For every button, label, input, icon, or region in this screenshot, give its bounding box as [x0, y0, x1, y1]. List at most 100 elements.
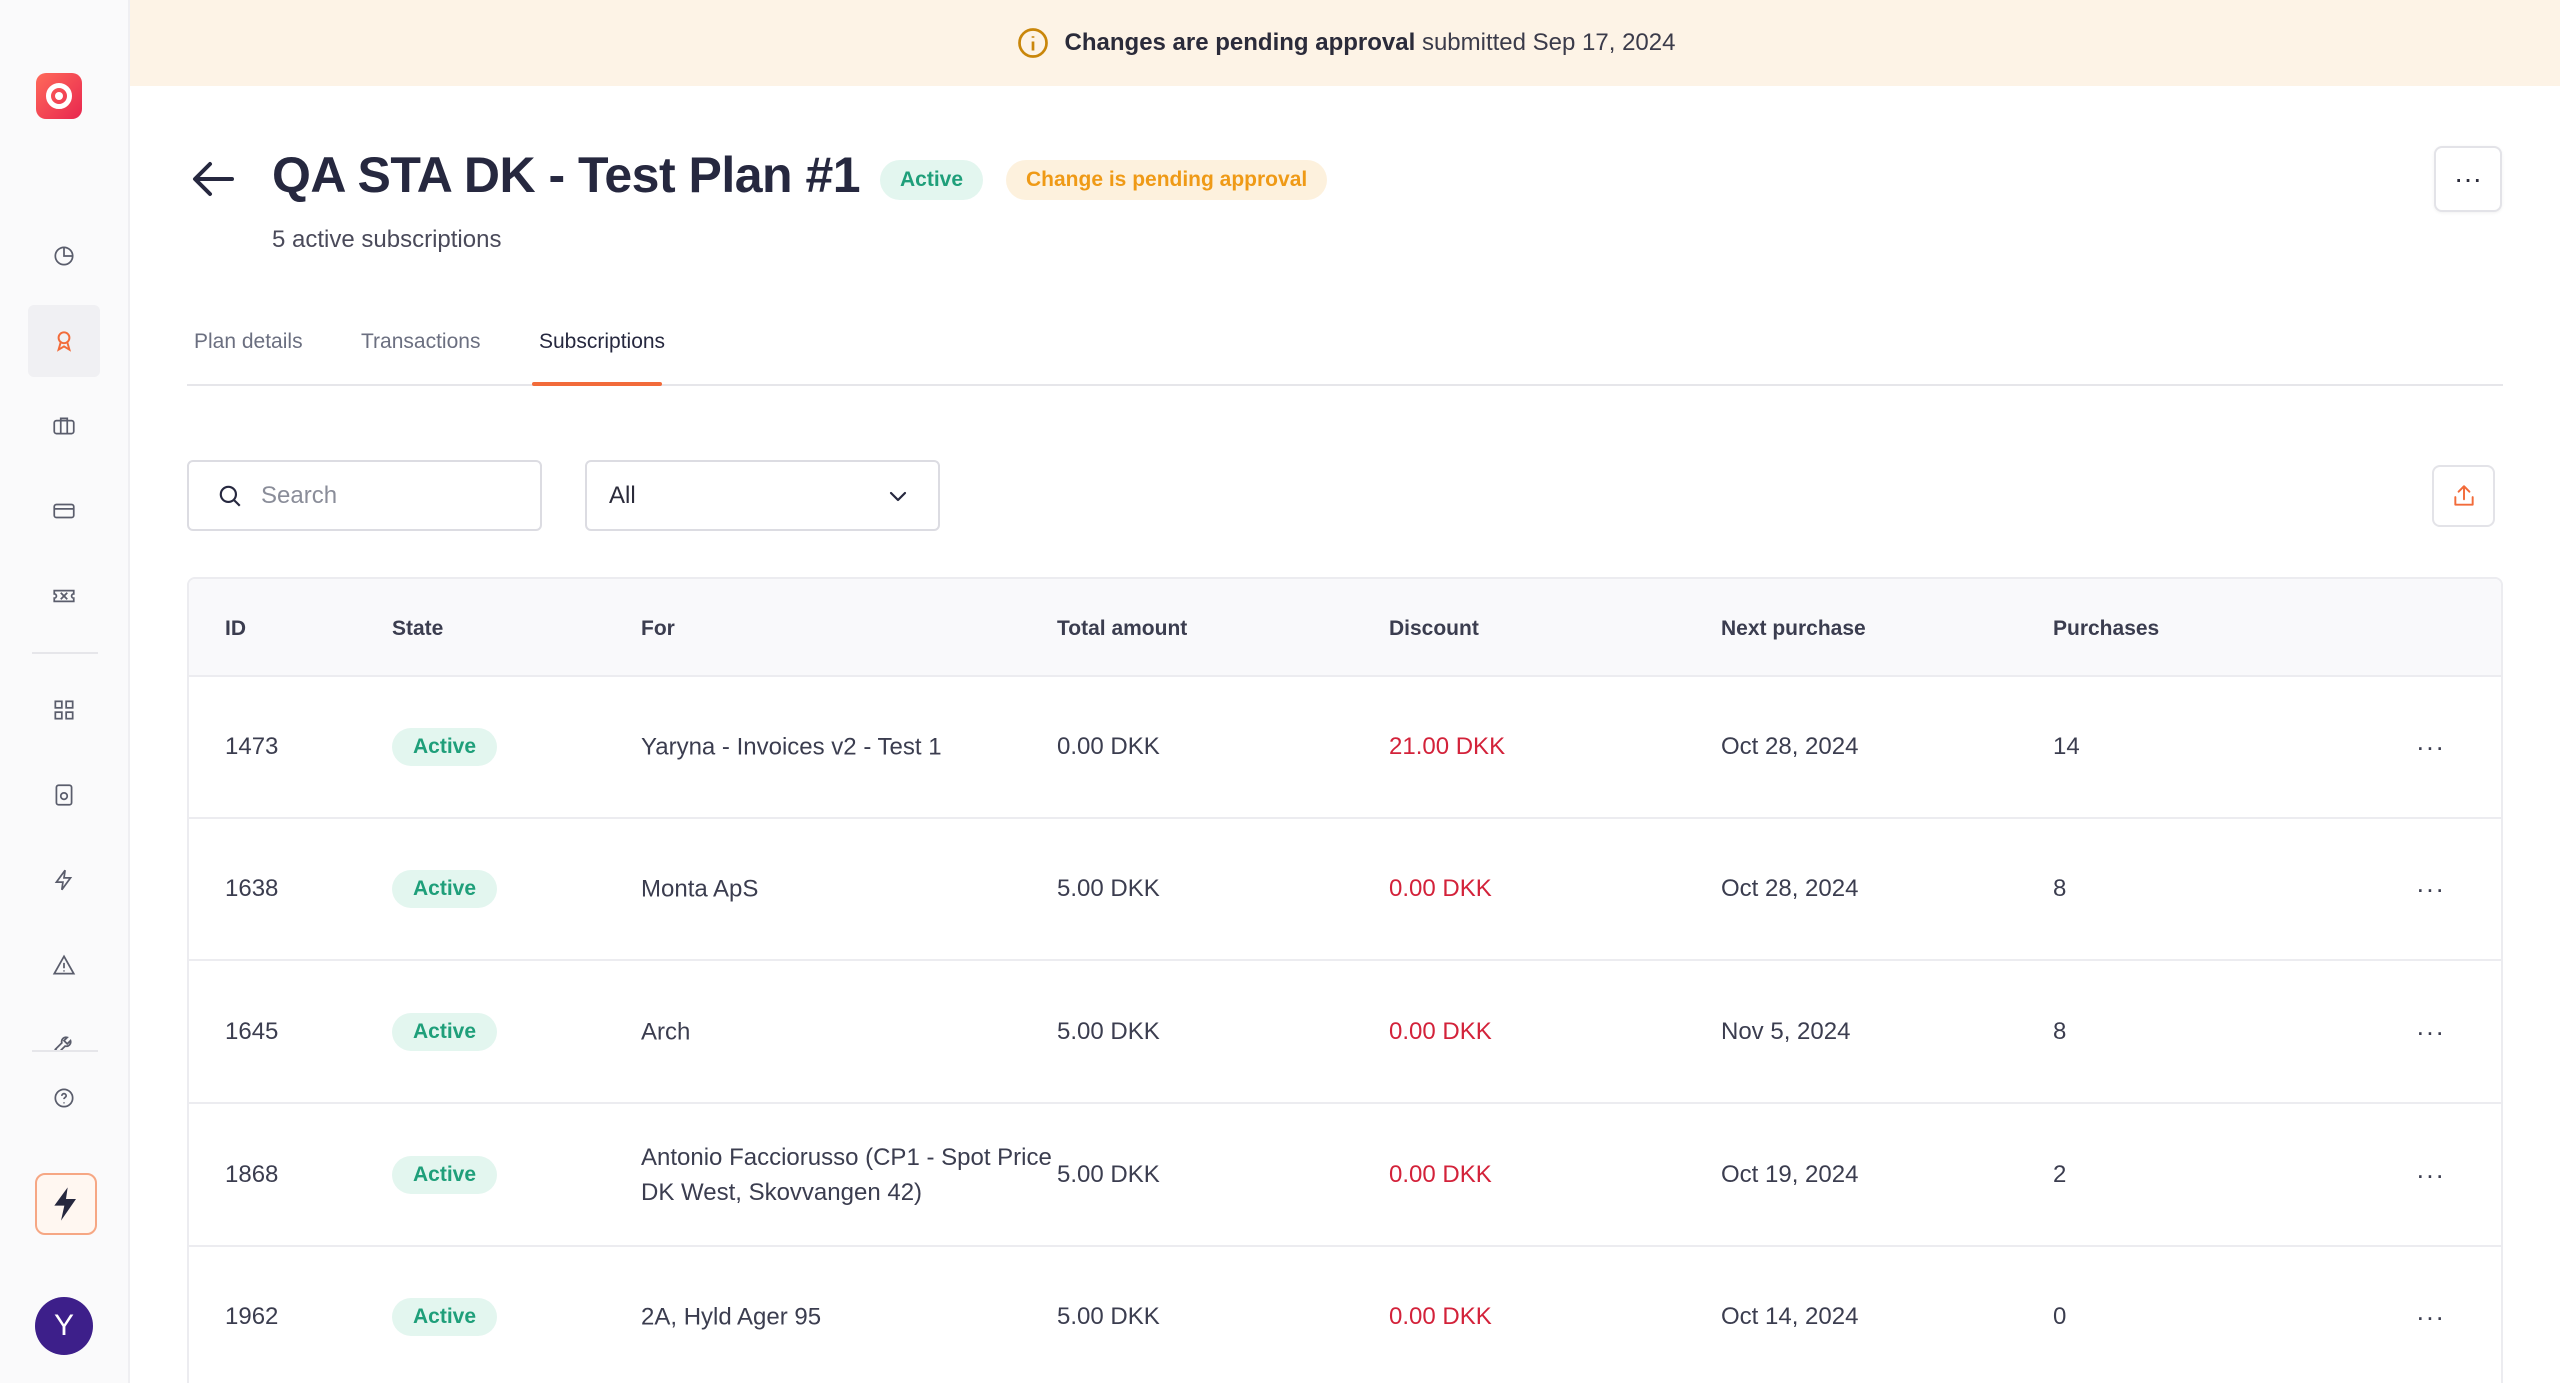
export-button[interactable]: [2432, 465, 2495, 527]
grid-icon[interactable]: [28, 674, 100, 746]
chevron-down-icon: [889, 491, 907, 501]
pending-approval-banner: Changes are pending approval submitted S…: [130, 0, 2560, 86]
tab-plan-details[interactable]: Plan details: [194, 330, 303, 353]
arrow-left-icon: [193, 162, 234, 196]
cell-id: 1962: [225, 1303, 279, 1330]
sidebar-divider: [32, 1050, 98, 1052]
cell-id: 1638: [225, 875, 279, 902]
organization-switcher[interactable]: [35, 1173, 97, 1235]
lightning-icon[interactable]: [28, 844, 100, 916]
state-badge: Active: [392, 1012, 498, 1051]
cell-for: Arch: [641, 1014, 690, 1049]
column-header-discount[interactable]: Discount: [1389, 617, 1479, 640]
cell-for: Yaryna - Invoices v2 - Test 1: [641, 730, 942, 765]
cell-discount: 0.00 DKK: [1389, 1160, 1492, 1188]
cell-total-amount: 5.00 DKK: [1057, 1303, 1160, 1330]
tab-bar: Plan details Transactions Subscriptions: [187, 300, 2503, 386]
table-header: ID State For Total amount Discount Next …: [189, 579, 2501, 677]
cell-discount: 0.00 DKK: [1389, 875, 1492, 902]
plans-icon[interactable]: [28, 305, 100, 377]
state-filter-select[interactable]: All: [585, 460, 940, 531]
row-actions-button[interactable]: ···: [2416, 731, 2445, 762]
cell-total-amount: 0.00 DKK: [1057, 733, 1160, 760]
warning-icon[interactable]: [28, 929, 100, 1001]
sidebar-divider: [32, 652, 98, 654]
column-header-id[interactable]: ID: [225, 617, 246, 640]
cell-purchases: 8: [2053, 1017, 2067, 1045]
back-button[interactable]: [190, 158, 240, 200]
sidebar: Y: [0, 0, 130, 1383]
briefcase-icon[interactable]: [28, 390, 100, 462]
search-input[interactable]: [261, 481, 501, 510]
ticket-icon[interactable]: [28, 560, 100, 632]
cell-discount: 0.00 DKK: [1389, 1017, 1492, 1045]
tools-icon[interactable]: [28, 1014, 100, 1050]
cell-for-line: Monta ApS: [641, 875, 759, 903]
info-icon: [1017, 28, 1048, 58]
cell-next-purchase: Oct 14, 2024: [1721, 1303, 1859, 1330]
cell-for-line: Antonio Facciorusso (CP1 - Spot Price: [641, 1143, 1052, 1171]
cell-for-line: DK West, Skovvangen 42): [641, 1178, 923, 1206]
cell-purchases: 2: [2053, 1160, 2067, 1188]
banner-title: Changes are pending approval: [1064, 29, 1416, 56]
column-header-state[interactable]: State: [392, 617, 444, 640]
state-badge: Active: [392, 870, 498, 908]
subscriptions-table: ID State For Total amount Discount Next …: [187, 577, 2503, 1383]
table-row[interactable]: 1962 Active 2A, Hyld Ager 95 5.00 DKK 0.…: [189, 1247, 2501, 1383]
cell-discount: 21.00 DKK: [1389, 733, 1506, 760]
state-badge: Active: [392, 1155, 498, 1194]
column-header-for[interactable]: For: [641, 617, 675, 640]
cell-discount: 0.00 DKK: [1389, 1303, 1492, 1330]
cell-total-amount: 5.00 DKK: [1057, 1017, 1160, 1045]
row-actions-button[interactable]: ···: [2416, 1016, 2445, 1046]
column-header-total-amount[interactable]: Total amount: [1057, 617, 1188, 640]
cell-next-purchase: Nov 5, 2024: [1721, 1017, 1851, 1045]
row-actions-button[interactable]: ···: [2416, 1301, 2445, 1332]
cell-purchases: 14: [2053, 733, 2080, 760]
cell-next-purchase: Oct 19, 2024: [1721, 1160, 1859, 1188]
more-options-button[interactable]: ···: [2434, 146, 2502, 212]
status-badge: Active: [880, 160, 984, 200]
device-icon[interactable]: [28, 759, 100, 831]
cell-next-purchase: Oct 28, 2024: [1721, 733, 1859, 760]
cell-for: 2A, Hyld Ager 95: [641, 1300, 821, 1335]
cell-for-line: 2A, Hyld Ager 95: [641, 1303, 822, 1331]
cell-id: 1645: [225, 1017, 279, 1045]
table-row[interactable]: 1638 Active Monta ApS 5.00 DKK 0.00 DKK …: [189, 819, 2501, 961]
cell-for: Monta ApS: [641, 872, 758, 907]
state-badge: Active: [392, 1298, 498, 1336]
cell-total-amount: 5.00 DKK: [1057, 875, 1160, 902]
pending-badge: Change is pending approval: [1006, 160, 1328, 200]
cell-total-amount: 5.00 DKK: [1057, 1160, 1160, 1188]
page-subtitle: 5 active subscriptions: [272, 226, 502, 253]
column-header-purchases[interactable]: Purchases: [2053, 617, 2160, 640]
cell-next-purchase: Oct 28, 2024: [1721, 875, 1859, 902]
row-actions-button[interactable]: ···: [2416, 873, 2445, 904]
search-icon: [219, 485, 241, 507]
cell-id: 1868: [225, 1160, 279, 1188]
cell-id: 1473: [225, 733, 279, 760]
export-icon: [2453, 485, 2474, 506]
column-header-next-purchase[interactable]: Next purchase: [1721, 617, 1866, 640]
active-tab-indicator: [532, 382, 662, 386]
state-filter-value: All: [609, 481, 636, 509]
tab-subscriptions[interactable]: Subscriptions: [539, 330, 666, 353]
help-icon[interactable]: [28, 1062, 100, 1134]
row-actions-button[interactable]: ···: [2416, 1159, 2445, 1189]
cell-purchases: 8: [2053, 875, 2067, 902]
avatar[interactable]: Y: [35, 1297, 93, 1355]
state-badge: Active: [392, 728, 498, 766]
cell-for: Antonio Facciorusso (CP1 - Spot Price DK…: [641, 1140, 1052, 1210]
table-row[interactable]: 1868 Active Antonio Facciorusso (CP1 - S…: [189, 1104, 2501, 1247]
tab-transactions[interactable]: Transactions: [361, 330, 481, 353]
cell-for-line: Yaryna - Invoices v2 - Test 1: [641, 733, 942, 761]
banner-subtitle: submitted Sep 17, 2024: [1421, 29, 1676, 56]
table-row[interactable]: 1473 Active Yaryna - Invoices v2 - Test …: [189, 677, 2501, 819]
cell-purchases: 0: [2053, 1303, 2067, 1330]
dashboard-icon[interactable]: [28, 220, 100, 292]
app-logo[interactable]: [36, 73, 82, 119]
search-box[interactable]: [187, 460, 542, 531]
page-title: QA STA DK - Test Plan #1: [272, 147, 861, 203]
table-row[interactable]: 1645 Active Arch 5.00 DKK 0.00 DKK Nov 5…: [189, 961, 2501, 1104]
card-icon[interactable]: [28, 475, 100, 547]
